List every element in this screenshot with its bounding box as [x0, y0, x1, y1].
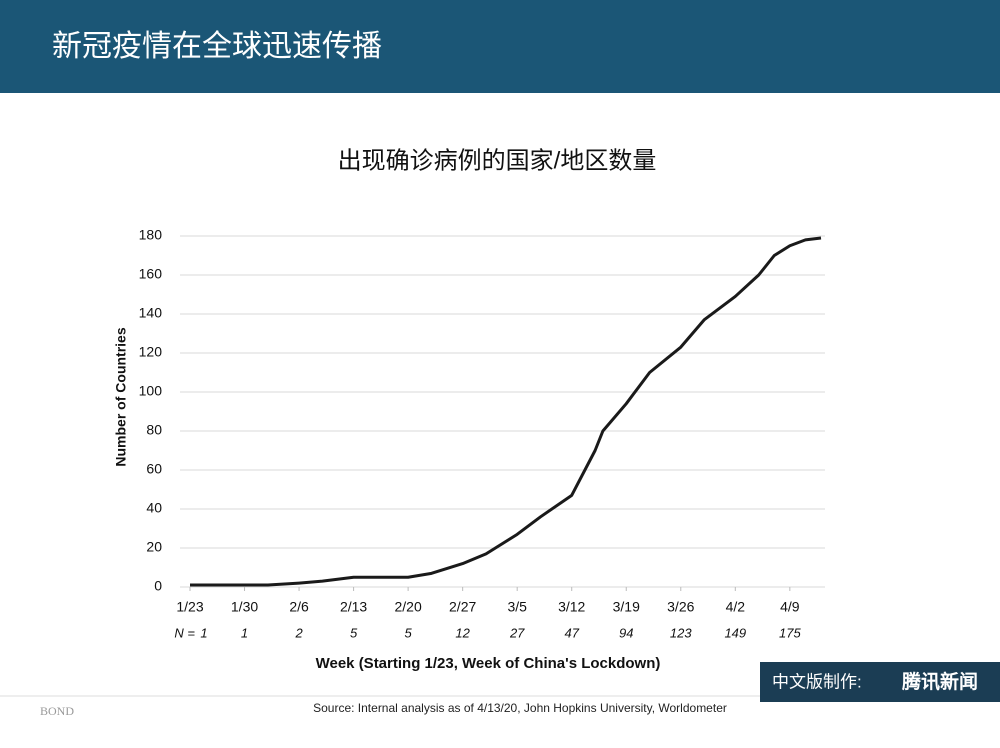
footer-logo: BOND — [40, 704, 74, 718]
y-tick-label: 180 — [139, 227, 163, 243]
x-tick-label: 2/6 — [289, 599, 309, 615]
n-value: 5 — [405, 625, 413, 640]
n-value: 5 — [350, 625, 358, 640]
y-tick-label: 20 — [146, 539, 162, 555]
x-tick-label: 4/9 — [780, 599, 800, 615]
x-axis-title: Week (Starting 1/23, Week of China's Loc… — [316, 655, 661, 672]
header-title: 新冠疫情在全球迅速传播 — [52, 30, 382, 63]
y-tick-label: 40 — [146, 500, 162, 516]
data-line — [190, 236, 822, 587]
x-tick-label: 3/26 — [667, 599, 694, 615]
x-tick-label: 3/5 — [507, 599, 527, 615]
y-tick-label: 100 — [139, 383, 163, 399]
y-tick-label: 160 — [139, 266, 163, 282]
n-value: 47 — [564, 625, 579, 640]
credit-text: 中文版制作: — [772, 672, 862, 691]
y-tick-label: 120 — [139, 344, 163, 360]
x-tick-label: 1/23 — [176, 599, 203, 615]
y-tick-label: 80 — [146, 422, 162, 438]
n-value: 2 — [294, 625, 303, 640]
x-tick-label: 2/13 — [340, 599, 367, 615]
n-value: 1 — [241, 625, 248, 640]
x-tick-label: 2/27 — [449, 599, 476, 615]
n-value: 12 — [455, 625, 470, 640]
n-value: 149 — [724, 625, 746, 640]
y-tick-label: 0 — [154, 578, 162, 594]
n-value: 1 — [200, 625, 207, 640]
n-prefix: N = — [174, 625, 195, 640]
y-tick-label: 60 — [146, 461, 162, 477]
x-tick-label: 3/12 — [558, 599, 585, 615]
n-value: 123 — [670, 625, 692, 640]
x-tick-label: 1/30 — [231, 599, 258, 615]
chart-title: 出现确诊病例的国家/地区数量 — [338, 147, 657, 174]
x-tick-label: 2/20 — [394, 599, 421, 615]
y-axis-title: Number of Countries — [113, 327, 129, 466]
credit-box — [760, 662, 1000, 702]
credit-brand: 腾讯新闻 — [901, 670, 978, 693]
source-note: Source: Internal analysis as of 4/13/20,… — [313, 701, 727, 715]
x-tick-label: 4/2 — [726, 599, 746, 615]
n-value: 175 — [779, 625, 801, 640]
n-value: 27 — [509, 625, 525, 640]
x-tick-label: 3/19 — [613, 599, 640, 615]
n-value: 94 — [619, 625, 633, 640]
y-tick-label: 140 — [139, 305, 163, 321]
header-bar — [0, 0, 1000, 93]
